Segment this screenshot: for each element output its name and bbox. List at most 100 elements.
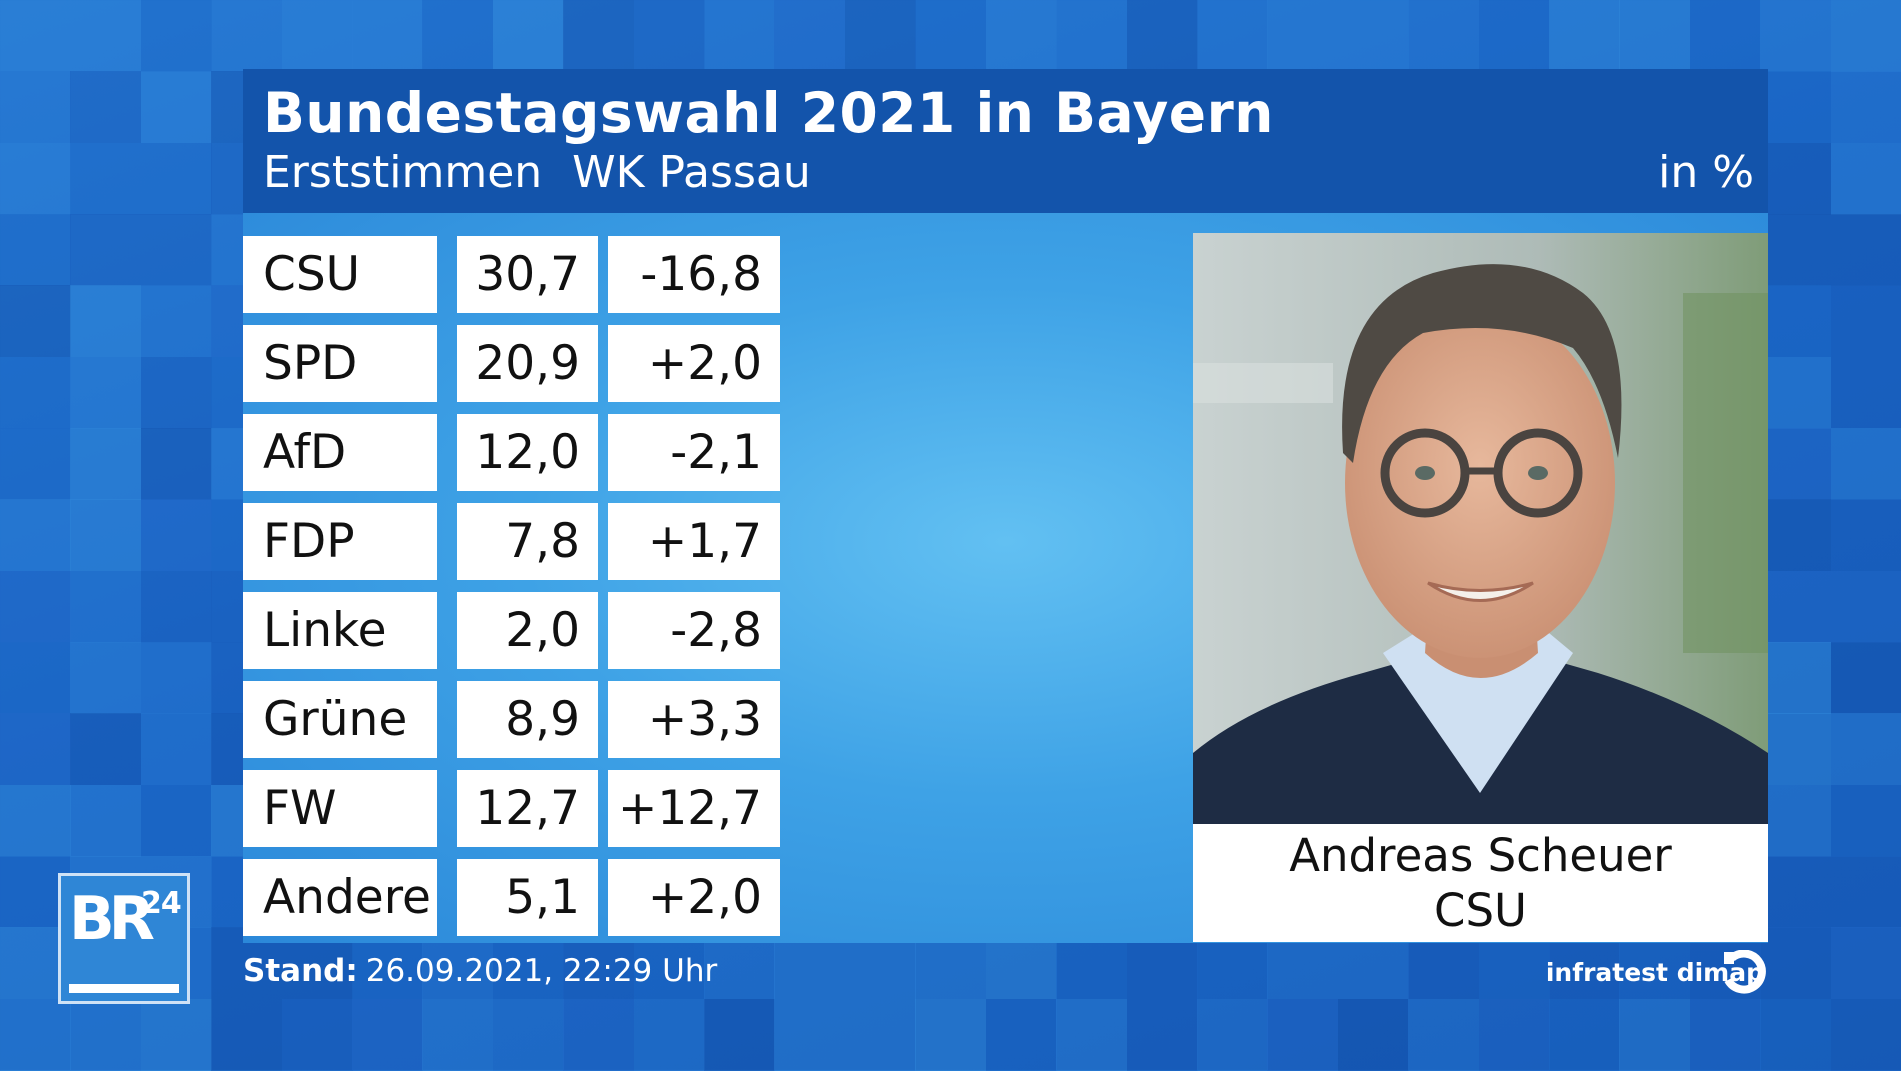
background-tile — [352, 998, 424, 1071]
background-tile — [1408, 998, 1480, 1071]
background-tile — [140, 285, 212, 358]
background-tile — [70, 499, 142, 572]
background-tile — [1689, 998, 1761, 1071]
background-tile — [492, 0, 564, 72]
diff-cell: +1,7 — [608, 503, 780, 580]
diff-cell: -2,1 — [608, 414, 780, 491]
background-tile — [1760, 285, 1832, 358]
background-tile — [0, 428, 71, 500]
background-tile — [774, 998, 846, 1071]
party-cell: FW — [243, 770, 437, 847]
background-tile — [1830, 856, 1901, 928]
background-tile — [281, 0, 353, 72]
candidate-party: CSU — [1434, 884, 1527, 937]
background-tile — [1830, 142, 1901, 215]
diff-cell: -16,8 — [608, 236, 780, 313]
background-tile — [140, 356, 212, 429]
party-cell: Grüne — [243, 681, 437, 758]
timestamp-label: Stand: — [243, 953, 358, 989]
chart-title: Bundestagswahl 2021 in Bayern — [263, 81, 1274, 145]
background-tile — [1760, 713, 1832, 786]
background-tile — [1760, 356, 1832, 429]
background-tile — [774, 0, 846, 72]
background-tile — [0, 713, 71, 786]
background-tile — [352, 0, 424, 72]
party-cell: AfD — [243, 414, 437, 491]
background-tile — [1830, 71, 1901, 144]
br24-logo-letters: BR — [69, 884, 155, 954]
background-tile — [1760, 642, 1832, 714]
background-tile — [140, 499, 212, 572]
background-tile — [1830, 642, 1901, 714]
background-tile — [1830, 784, 1901, 857]
background-tile — [140, 998, 212, 1071]
background-tile — [1760, 570, 1832, 643]
background-tile — [281, 998, 353, 1071]
background-tile — [70, 285, 142, 358]
value-cell: 8,9 — [457, 681, 598, 758]
background-tile — [633, 0, 705, 72]
timestamp-value: 26.09.2021, 22:29 Uhr — [365, 953, 718, 989]
party-cell: CSU — [243, 236, 437, 313]
background-tile — [140, 71, 212, 144]
candidate-caption: Andreas Scheuer CSU — [1193, 824, 1768, 942]
background-tile — [0, 499, 71, 572]
party-cell: Linke — [243, 592, 437, 669]
background-tile — [1760, 927, 1832, 1000]
diff-cell: +2,0 — [608, 325, 780, 402]
background-tile — [1196, 998, 1268, 1071]
subtitle-vote-type: Erststimmen — [263, 147, 543, 198]
background-tile — [70, 71, 142, 144]
background-tile — [704, 998, 776, 1071]
background-tile — [70, 713, 142, 786]
party-cell: SPD — [243, 325, 437, 402]
background-tile — [1830, 927, 1901, 1000]
value-cell: 30,7 — [457, 236, 598, 313]
value-cell: 12,0 — [457, 414, 598, 491]
value-cell: 7,8 — [457, 503, 598, 580]
background-tile — [0, 285, 71, 358]
background-tile — [1126, 998, 1198, 1071]
background-tile — [915, 0, 987, 72]
background-tile — [1760, 214, 1832, 286]
diff-cell: +12,7 — [608, 770, 780, 847]
background-tile — [985, 998, 1057, 1071]
background-tile — [0, 71, 71, 144]
background-tile — [140, 142, 212, 215]
diff-cell: +2,0 — [608, 859, 780, 936]
br24-logo-bar — [69, 984, 179, 993]
background-tile — [1548, 998, 1620, 1071]
background-tile — [633, 998, 705, 1071]
background-tile — [0, 570, 71, 643]
value-cell: 2,0 — [457, 592, 598, 669]
diff-cell: -2,8 — [608, 592, 780, 669]
background-tile — [492, 998, 564, 1071]
background-tile — [1760, 0, 1832, 72]
value-cell: 12,7 — [457, 770, 598, 847]
br24-logo-number: 24 — [141, 886, 182, 921]
infratest-dimap-logo-icon — [1720, 949, 1766, 996]
background-tile — [1760, 71, 1832, 144]
background-tile — [1830, 285, 1901, 358]
br24-logo: BR 24 — [58, 873, 190, 1004]
background-tile — [1830, 356, 1901, 429]
chart-header: Bundestagswahl 2021 in Bayern Erststimme… — [243, 69, 1768, 213]
background-tile — [1830, 0, 1901, 72]
background-tile — [0, 784, 71, 857]
unit-label: in % — [1658, 147, 1754, 198]
background-tile — [1126, 0, 1198, 72]
background-tile — [140, 214, 212, 286]
background-tile — [70, 0, 142, 72]
background-tile — [422, 0, 494, 72]
background-tile — [704, 0, 776, 72]
background-tile — [1619, 998, 1691, 1071]
background-tile — [0, 998, 71, 1071]
background-tile — [1760, 428, 1832, 500]
background-tile — [1830, 499, 1901, 572]
background-tile — [1337, 998, 1409, 1071]
background-tile — [140, 784, 212, 857]
background-tile — [563, 998, 635, 1071]
background-tile — [915, 998, 987, 1071]
background-tile — [0, 214, 71, 286]
background-tile — [140, 642, 212, 714]
